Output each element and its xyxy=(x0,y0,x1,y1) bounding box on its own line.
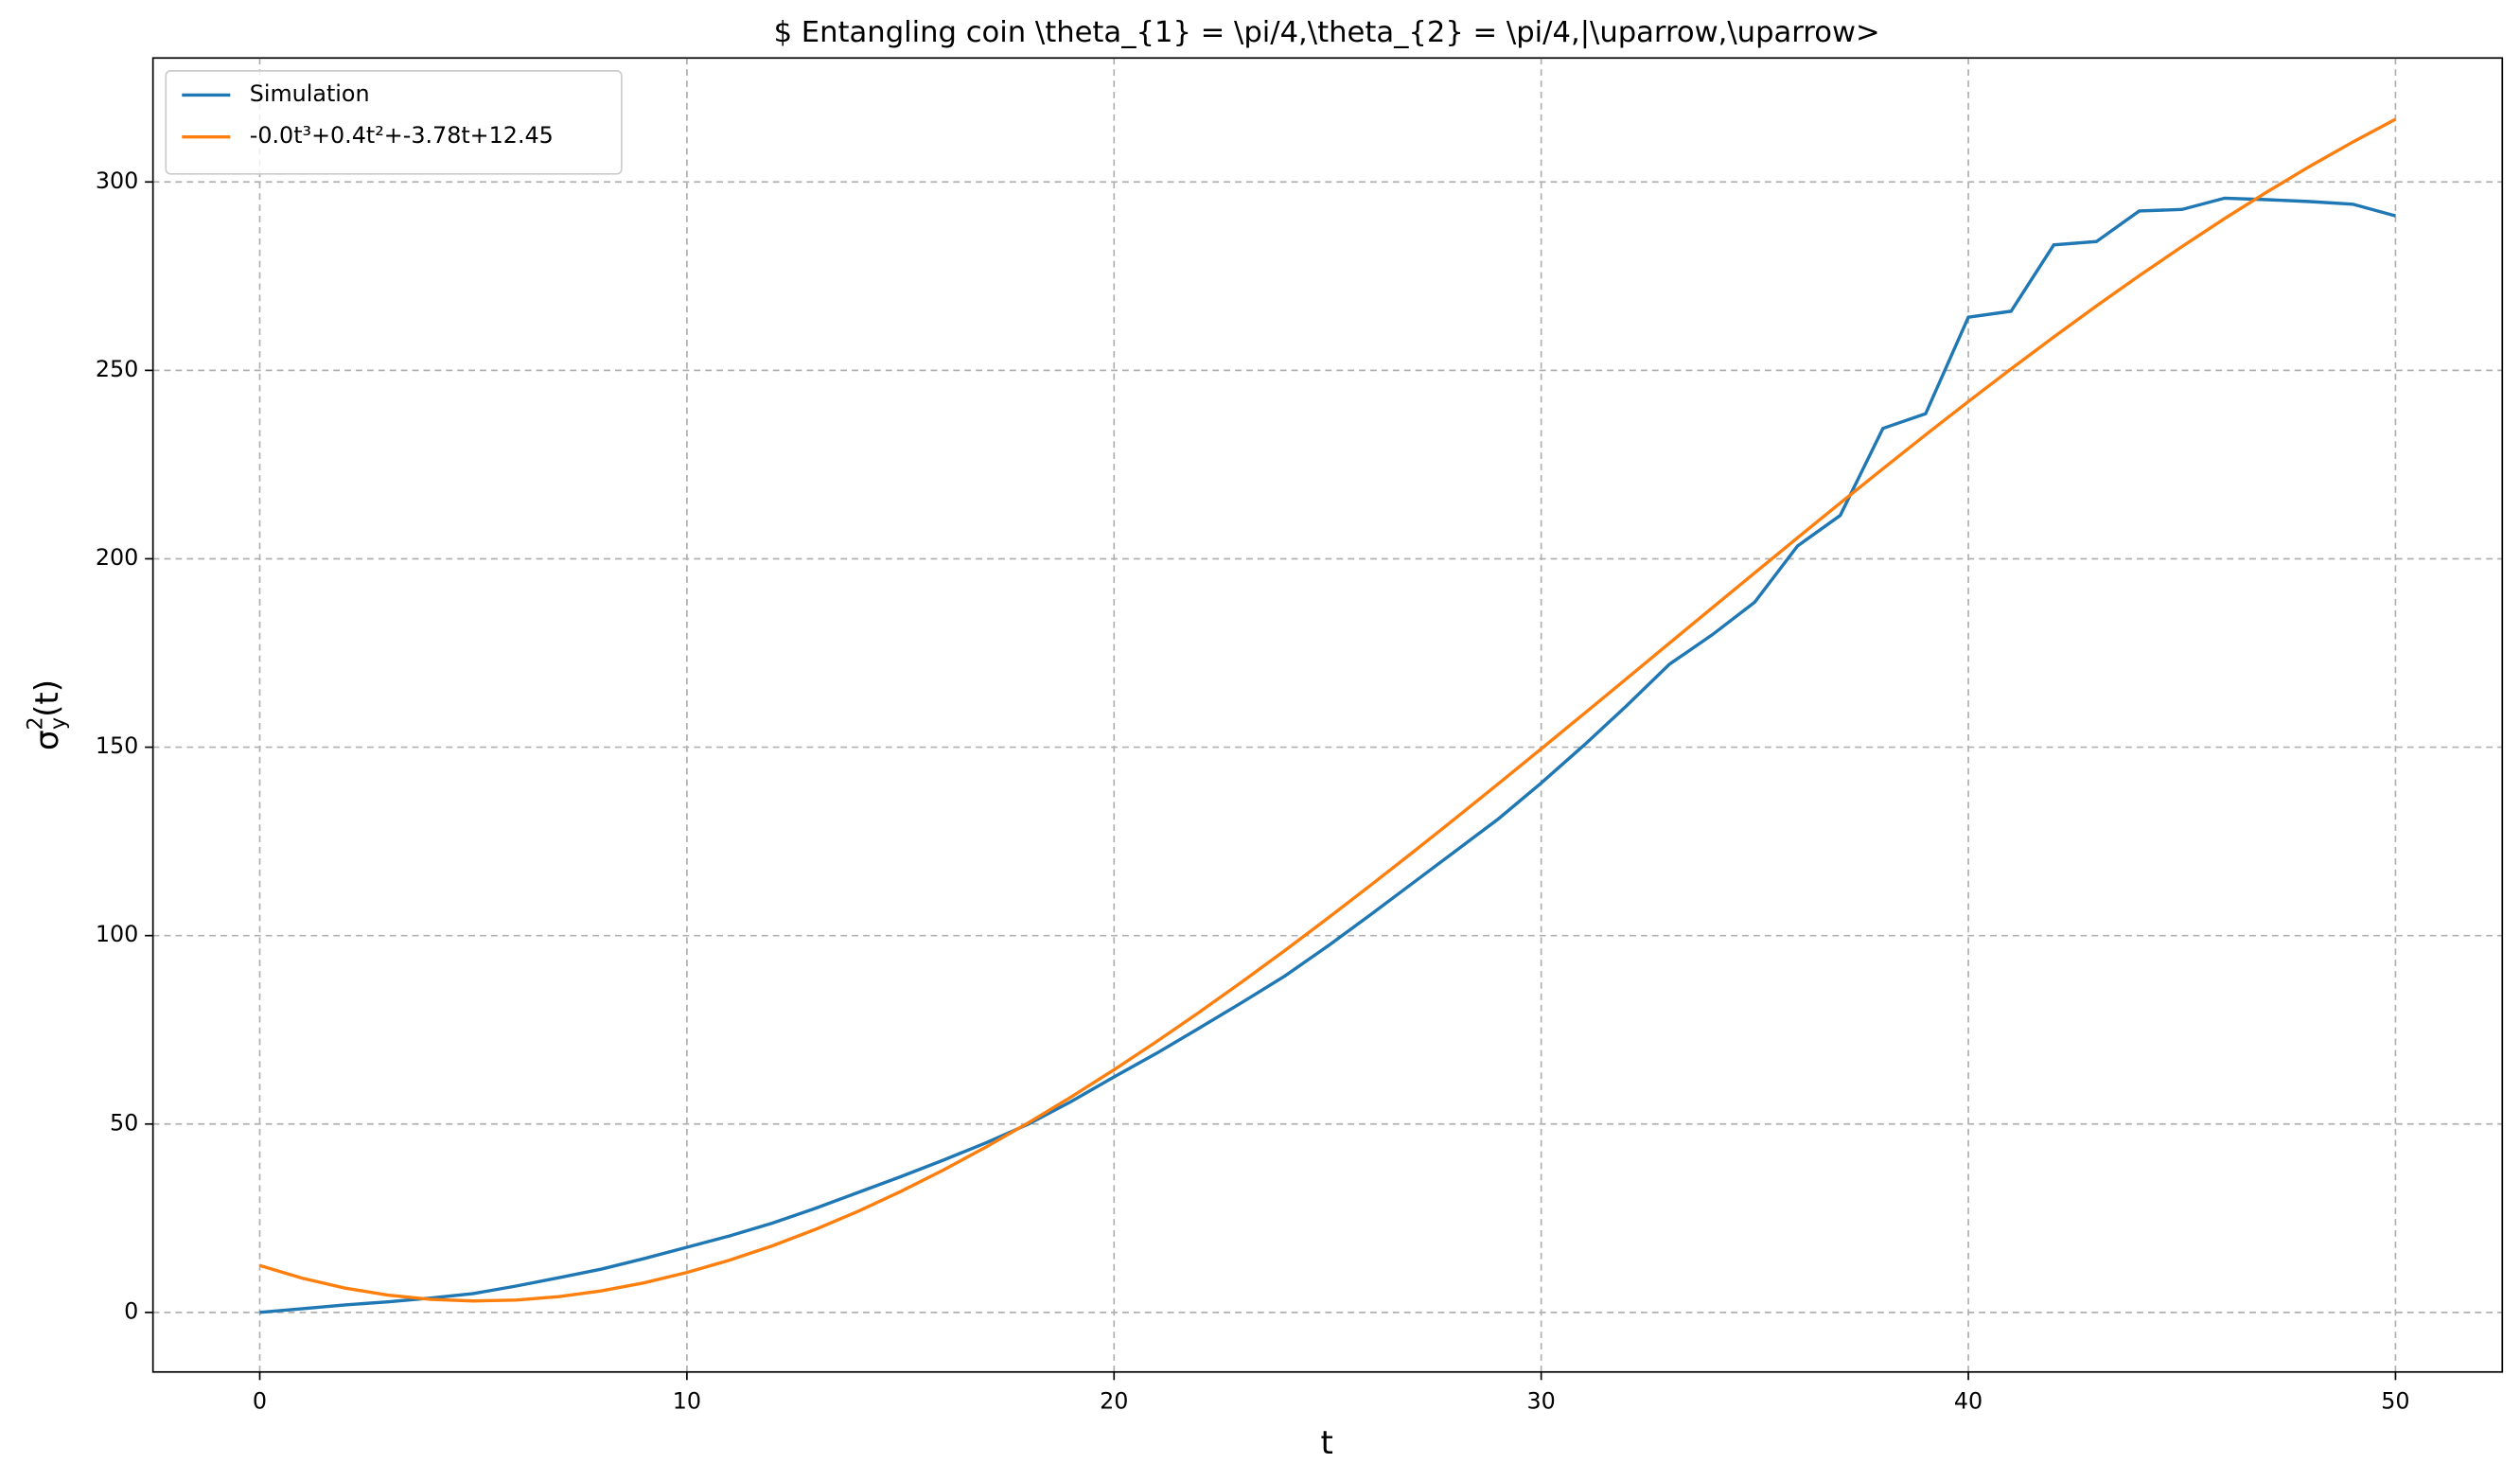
x-tick-label: 20 xyxy=(1100,1388,1128,1415)
y-label-base: σ xyxy=(28,730,66,750)
y-tick-label: 50 xyxy=(110,1109,138,1136)
y-tick-label: 0 xyxy=(124,1297,138,1324)
line xyxy=(259,196,2396,1314)
y-axis-label: σ2y(t) xyxy=(23,679,70,750)
y-label-rest: (t) xyxy=(28,679,66,717)
x-tick-label: 10 xyxy=(673,1388,701,1415)
x-axis-label: t xyxy=(1320,1424,1332,1462)
y-tick-label: 200 xyxy=(96,544,138,571)
y-label-sup: 2 xyxy=(23,716,47,730)
x-tick-label: 40 xyxy=(1954,1388,1983,1415)
x-tick-label: 30 xyxy=(1527,1388,1556,1415)
chart-title: $ Entangling coin \theta_{1} = \pi/4,\th… xyxy=(774,16,1880,49)
y-tick-label: 100 xyxy=(96,921,138,947)
y-tick-label: 150 xyxy=(96,732,138,759)
plot-frame xyxy=(151,57,2504,1373)
line xyxy=(259,117,2397,1303)
y-tick-label: 250 xyxy=(96,356,138,382)
x-tick-label: 0 xyxy=(253,1388,267,1415)
legend-label: Simulation xyxy=(250,80,370,107)
y-label-sub: y xyxy=(45,717,70,730)
y-tick-label: 300 xyxy=(96,167,138,194)
x-tick-label: 50 xyxy=(2381,1388,2409,1415)
legend-box xyxy=(165,70,623,175)
legend-label: -0.0t³+0.4t²+-3.78t+12.45 xyxy=(250,122,554,149)
